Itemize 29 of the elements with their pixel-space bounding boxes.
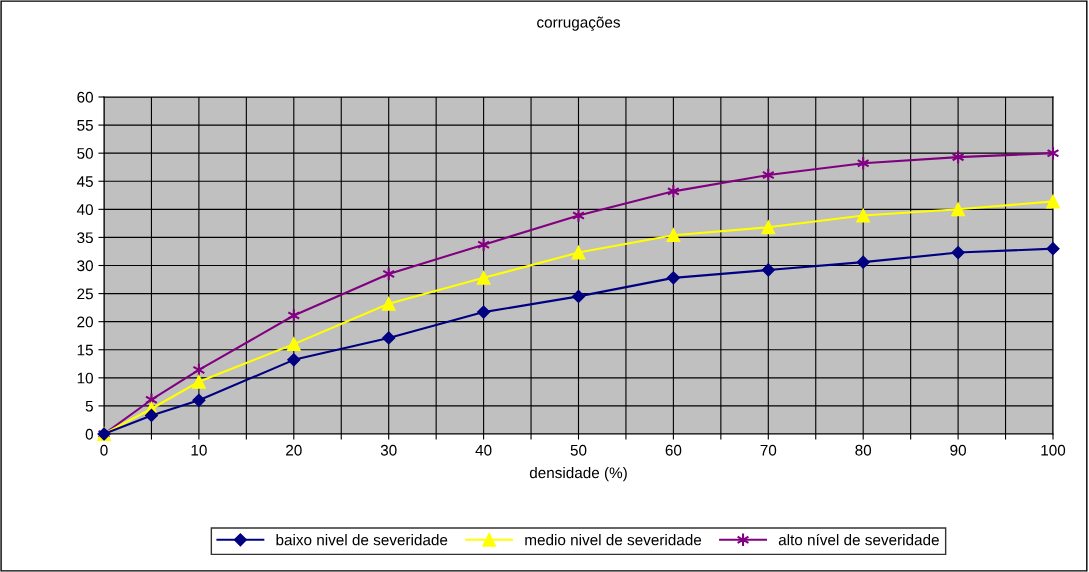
y-tick-label: 10 xyxy=(77,372,93,384)
x-tick-label: 30 xyxy=(380,444,397,456)
x-tick-label: 20 xyxy=(286,444,302,456)
y-tick-label: 30 xyxy=(77,260,93,272)
y-tick-label: 5 xyxy=(85,400,93,412)
x-tick-label: 60 xyxy=(665,444,682,456)
legend-label: medio nivel de severidade xyxy=(525,534,702,546)
x-tick-label: 10 xyxy=(191,444,207,456)
y-tick-label: 45 xyxy=(76,176,93,187)
x-tick-label: 70 xyxy=(760,444,777,456)
y-tick-label: 50 xyxy=(77,148,93,159)
x-tick-label: 80 xyxy=(855,444,872,456)
y-tick-label: 35 xyxy=(77,232,93,244)
x-tick-label: 100 xyxy=(1041,444,1066,456)
x-tick-label: 40 xyxy=(475,444,492,456)
y-tick-label: 15 xyxy=(77,344,93,356)
y-tick-label: 40 xyxy=(76,204,93,216)
x-tick-label: 0 xyxy=(100,444,108,456)
y-tick-label: 55 xyxy=(77,120,93,131)
y-tick-label: 20 xyxy=(77,316,93,328)
y-tick-label: 25 xyxy=(77,288,93,300)
x-tick-label: 90 xyxy=(950,444,966,456)
legend-label: alto nível de severidade xyxy=(778,533,939,546)
chart-title: corrugações xyxy=(537,16,620,31)
x-axis-title: densidade (%) xyxy=(529,466,627,482)
legend-label: baixo nivel de severidade xyxy=(276,534,448,546)
x-tick-label: 50 xyxy=(570,444,587,456)
y-tick-label: 60 xyxy=(77,91,93,103)
y-tick-label: 0 xyxy=(85,428,93,440)
